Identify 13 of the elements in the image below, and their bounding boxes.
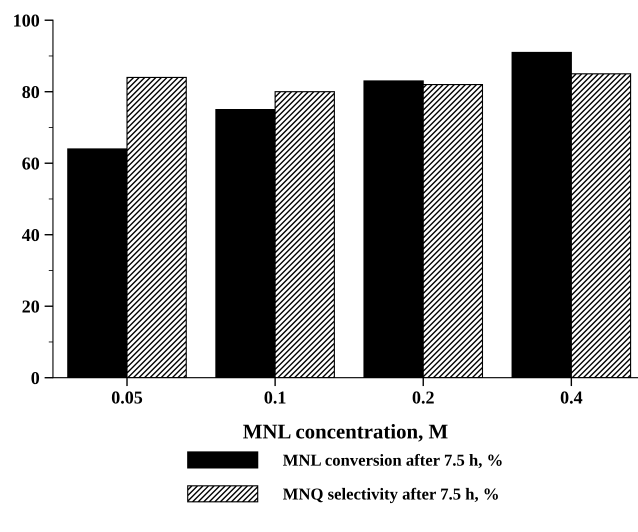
x-tick-label: 0.2 [412,391,434,404]
legend-label: MNL conversion after 7.5 h, % [283,454,502,468]
x-tick-label: 0.05 [112,391,142,404]
x-tick-label: 0.1 [264,391,286,404]
legend-label: MNQ selectivity after 7.5 h, % [283,488,498,504]
y-tick-label: 80 [22,86,40,98]
y-tick-label: 40 [22,228,40,242]
x-axis-title: MNL concentration, M [243,424,448,442]
y-tick-label: 20 [22,300,40,313]
y-tick-label: 100 [14,14,40,27]
y-tick-label: 0 [31,372,40,384]
y-tick-label: 60 [22,157,40,170]
x-tick-label: 0.4 [560,391,582,404]
